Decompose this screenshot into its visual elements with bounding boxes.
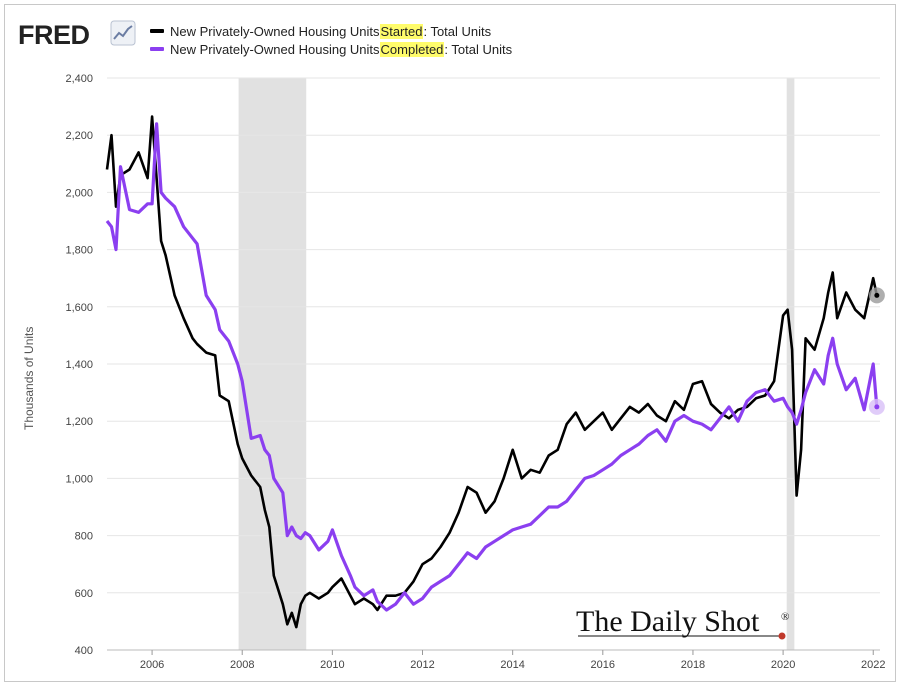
watermark-text: The Daily Shot (576, 605, 760, 638)
y-tick-label-800: 800 (75, 531, 93, 543)
x-tick-label-2016: 2016 (591, 659, 615, 671)
series-line-completed[interactable] (105, 122, 879, 612)
y-tick-label-600: 600 (75, 588, 93, 600)
x-tick-label-2010: 2010 (320, 659, 344, 671)
fred-chart-icon (110, 20, 136, 46)
x-tick-label-2020: 2020 (771, 659, 795, 671)
x-tick-label-2018: 2018 (681, 659, 705, 671)
legend-swatch-completed (150, 47, 164, 51)
y-tick-label-1600: 1,600 (65, 302, 93, 314)
end-marker-completed[interactable] (874, 404, 880, 410)
watermark-registered-mark: ® (781, 611, 789, 623)
watermark-dot (778, 632, 786, 640)
legend-prefix: New Privately-Owned Housing Units (170, 41, 380, 57)
legend-item-completed[interactable]: New Privately-Owned Housing Units Comple… (150, 40, 512, 58)
series-line-started[interactable] (105, 115, 879, 629)
legend-highlight: Started (379, 23, 424, 39)
legend-suffix: : Total Units (444, 41, 513, 57)
legend-suffix: : Total Units (423, 23, 492, 39)
grid-lines (107, 77, 880, 651)
y-tick-label-2000: 2,000 (65, 187, 93, 199)
legend-swatch-started (150, 29, 164, 33)
x-axis-ticks: 2006 2008 2010 2012 2014 2016 2018 2020 2022 (107, 649, 885, 671)
x-tick-label-2008: 2008 (230, 659, 254, 671)
y-tick-label-1800: 1,800 (65, 245, 93, 257)
legend-prefix: New Privately-Owned Housing Units (170, 23, 380, 39)
watermark: The Daily Shot ® (576, 605, 789, 640)
x-tick-label-2012: 2012 (410, 659, 434, 671)
chart-header: FRED New Privately-Owned Housing Units S… (14, 14, 714, 62)
y-tick-label-2400: 2,400 (65, 73, 93, 85)
y-tick-label-1200: 1,200 (65, 416, 93, 428)
x-tick-label-2014: 2014 (500, 659, 524, 671)
x-tick-label-2006: 2006 (140, 659, 164, 671)
series-end-markers (868, 287, 885, 415)
legend: New Privately-Owned Housing Units Starte… (150, 22, 512, 58)
x-tick-label-2022: 2022 (861, 659, 885, 671)
fred-logo[interactable]: FRED (18, 20, 90, 50)
y-axis-ticks: 400 600 800 1,000 1,200 1,400 1,600 1,800 2,000 2… (65, 73, 93, 657)
series-lines (105, 115, 879, 629)
end-marker-started[interactable] (874, 292, 880, 298)
y-tick-label-1400: 1,400 (65, 359, 93, 371)
y-tick-label-2200: 2,200 (65, 130, 93, 142)
y-tick-label-400: 400 (75, 645, 93, 657)
y-tick-label-1000: 1,000 (65, 473, 93, 485)
legend-highlight: Completed (379, 41, 445, 57)
legend-item-started[interactable]: New Privately-Owned Housing Units Starte… (150, 22, 512, 40)
